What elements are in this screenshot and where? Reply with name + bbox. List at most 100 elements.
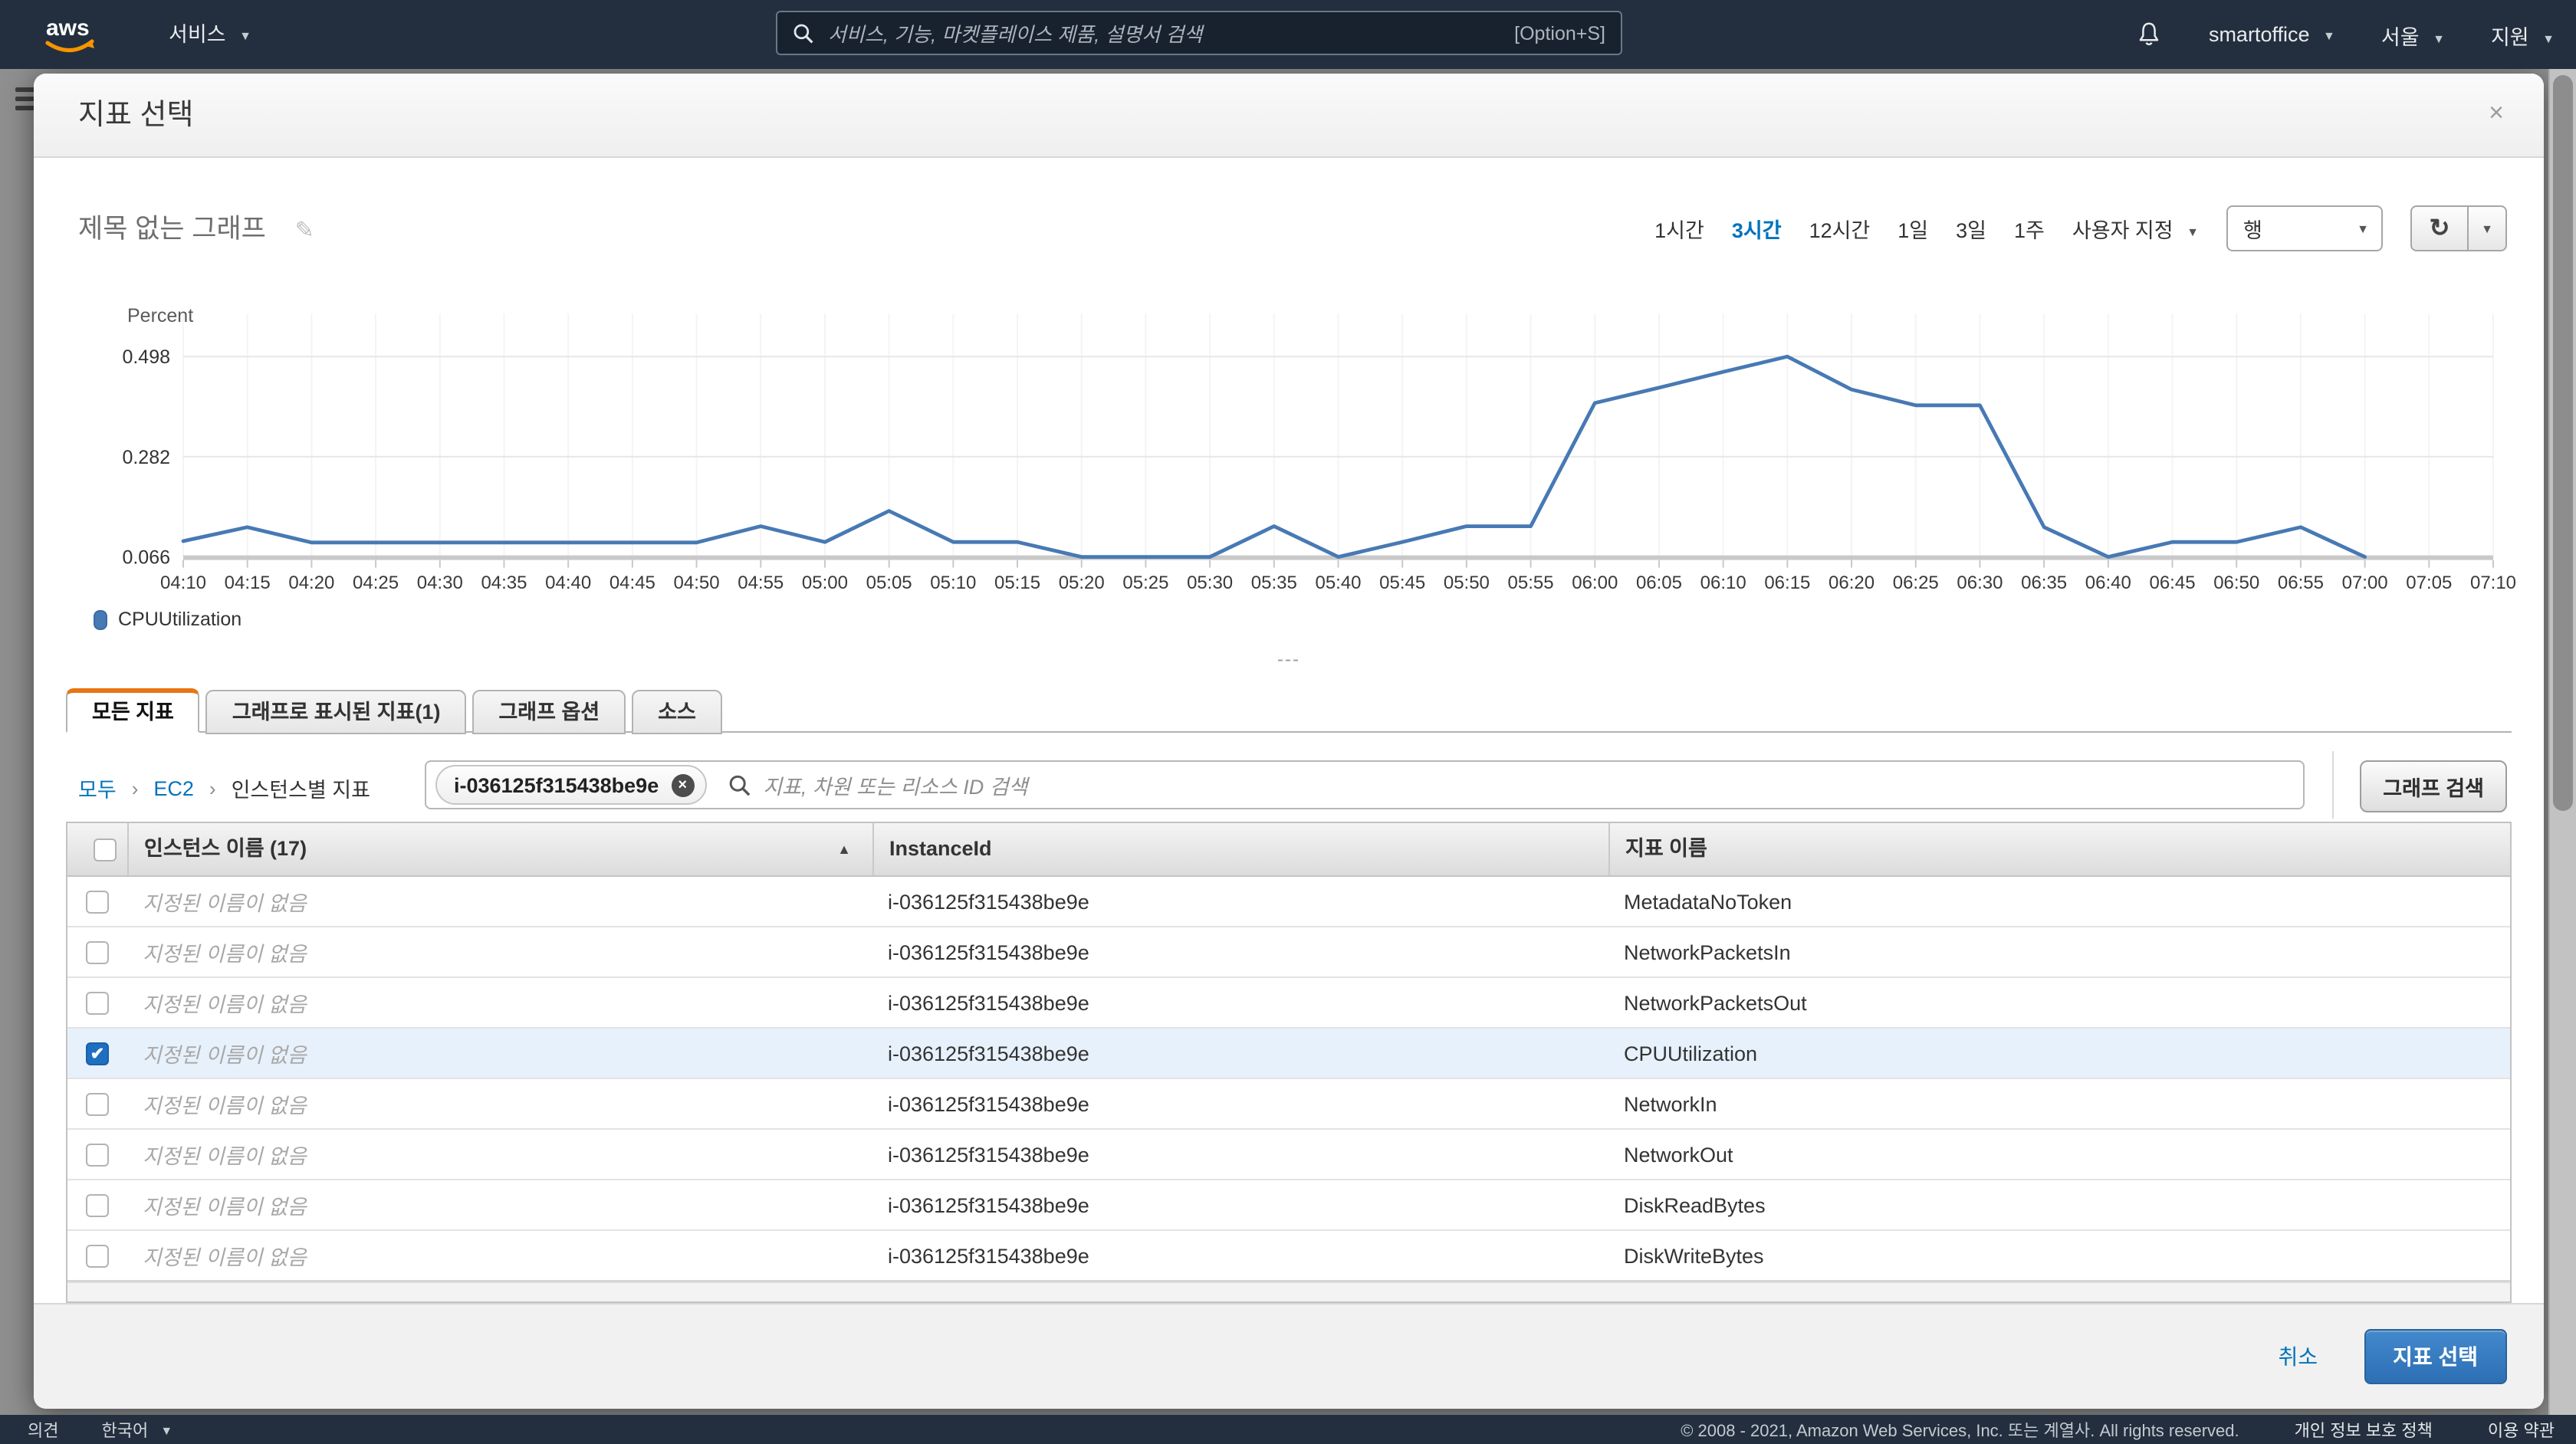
close-icon[interactable]: × [2489,98,2504,127]
time-range-1시간[interactable]: 1시간 [1654,219,1704,242]
chevron-down-icon: ▼ [2323,29,2335,43]
svg-text:0.498: 0.498 [122,346,170,368]
breadcrumb-separator: › [131,776,139,799]
svg-text:05:45: 05:45 [1379,573,1425,593]
svg-text:06:25: 06:25 [1893,573,1939,593]
edit-pencil-icon[interactable]: ✎ [294,218,314,244]
metric-search-input[interactable]: i-036125f315438be9e × 지표, 차원 또는 리소스 ID 검… [425,760,2305,809]
page-scrollbar[interactable] [2548,69,2576,1415]
modal-header: 지표 선택 × [34,74,2544,158]
time-range-3시간[interactable]: 3시간 [1731,219,1782,242]
svg-text:06:05: 06:05 [1636,573,1682,593]
table-row-NetworkPacketsIn[interactable]: 지정된 이름이 없음 i-036125f315438be9e NetworkPack… [67,927,2510,978]
scrollbar-thumb[interactable] [2553,75,2573,811]
privacy-link[interactable]: 개인 정보 보호 정책 [2294,1422,2433,1440]
services-menu[interactable]: 서비스 ▼ [169,0,251,69]
svg-text:06:35: 06:35 [2021,573,2067,593]
svg-text:06:50: 06:50 [2213,573,2259,593]
table-body: 지정된 이름이 없음 i-036125f315438be9e MetadataNoT… [67,877,2510,1282]
table-row-NetworkOut[interactable]: 지정된 이름이 없음 i-036125f315438be9e NetworkOut [67,1130,2510,1180]
cell-instance-id: i-036125f315438be9e [888,1092,1089,1115]
global-search-input[interactable]: 서비스, 기능, 마켓플레이스 제품, 설명서 검색 [Option+S] [776,11,1622,55]
svg-text:0.066: 0.066 [122,547,170,569]
hamburger-menu-icon[interactable] [15,87,38,115]
graph-style-select[interactable]: 행 ▼ [2226,205,2383,251]
table-row-CPUUtilization[interactable]: ✔ 지정된 이름이 없음 i-036125f315438be9e CPUUtiliza… [67,1029,2510,1079]
row-checkbox-cell: ✔ [67,1042,127,1065]
tab-1[interactable]: 그래프로 표시된 지표(1) [205,690,467,734]
svg-text:06:40: 06:40 [2085,573,2131,593]
tab-3[interactable]: 소스 [632,690,722,734]
support-label: 지원 [2490,25,2529,48]
legend-label: CPUUtilization [118,609,242,630]
resize-handle[interactable]: --- [1277,648,1300,670]
svg-text:04:55: 04:55 [738,573,784,593]
remove-tag-icon[interactable]: × [671,773,695,796]
svg-text:06:15: 06:15 [1764,573,1810,593]
row-checkbox[interactable] [86,991,109,1014]
tab-2[interactable]: 그래프 옵션 [472,690,626,734]
account-name: smartoffice [2208,23,2310,46]
table-row-DiskReadBytes[interactable]: 지정된 이름이 없음 i-036125f315438be9e DiskReadByt… [67,1180,2510,1231]
select-all-checkbox[interactable] [94,838,117,861]
feedback-link[interactable]: 의견 [28,1422,59,1440]
row-checkbox[interactable] [86,1244,109,1267]
cpu-utilization-line-chart[interactable]: 0.498 0.282 0.066 Percent 04:10 04:15 04:20 04:… [66,230,2519,613]
aws-logo[interactable]: aws [37,12,107,58]
time-range-1일[interactable]: 1일 [1898,219,1929,242]
select-metric-button[interactable]: 지표 선택 [2364,1329,2507,1384]
table-row-NetworkIn[interactable]: 지정된 이름이 없음 i-036125f315438be9e NetworkIn [67,1079,2510,1130]
svg-text:04:40: 04:40 [545,573,591,593]
account-menu[interactable]: smartoffice ▼ [2209,23,2335,46]
column-header-metric-name[interactable]: 지표 이름 [1608,823,2510,875]
row-checkbox-cell [67,1092,127,1115]
cell-metric-name: NetworkPacketsOut [1624,991,1807,1014]
table-bottom-scroll-track[interactable] [67,1282,2510,1301]
row-checkbox[interactable]: ✔ [86,1042,109,1065]
cell-instance-name: 지정된 이름이 없음 [143,1246,307,1269]
cancel-button[interactable]: 취소 [2278,1344,2318,1369]
terms-link[interactable]: 이용 약관 [2487,1422,2555,1440]
row-checkbox[interactable] [86,1193,109,1216]
cell-instance-name: 지정된 이름이 없음 [143,993,307,1016]
svg-text:04:30: 04:30 [417,573,463,593]
cell-metric-name: DiskWriteBytes [1624,1244,1764,1267]
custom-range-link[interactable]: 사용자 지정 ▼ [2072,213,2199,244]
time-range-3일[interactable]: 3일 [1956,219,1987,242]
time-range-12시간[interactable]: 12시간 [1809,219,1871,242]
column-header-instance-name[interactable]: 인스턴스 이름 (17) ▲ [127,823,872,875]
region-menu[interactable]: 서울 ▼ [2381,19,2445,50]
row-checkbox[interactable] [86,1092,109,1115]
svg-text:06:20: 06:20 [1829,573,1875,593]
svg-text:Percent: Percent [127,305,193,327]
modal-footer: 취소 지표 선택 [34,1303,2544,1409]
graph-search-button[interactable]: 그래프 검색 [2360,760,2507,812]
column-header-instance-id[interactable]: InstanceId [872,823,1608,875]
breadcrumb-ec2[interactable]: EC2 [153,776,194,799]
cell-instance-name: 지정된 이름이 없음 [143,943,307,966]
cell-instance-id: i-036125f315438be9e [888,991,1089,1014]
svg-text:06:10: 06:10 [1700,573,1746,593]
svg-text:05:15: 05:15 [994,573,1040,593]
row-checkbox[interactable] [86,1143,109,1166]
language-select[interactable]: 한국어 ▼ [102,1417,173,1442]
table-row-MetadataNoToken[interactable]: 지정된 이름이 없음 i-036125f315438be9e MetadataNoT… [67,877,2510,927]
table-row-NetworkPacketsOut[interactable]: 지정된 이름이 없음 i-036125f315438be9e NetworkPack… [67,978,2510,1029]
svg-text:05:50: 05:50 [1444,573,1490,593]
refresh-button[interactable]: ↻ [2410,205,2469,251]
cell-instance-name: 지정된 이름이 없음 [143,1145,307,1168]
row-checkbox-cell [67,890,127,913]
breadcrumb-all[interactable]: 모두 [78,779,117,802]
row-checkbox[interactable] [86,940,109,963]
svg-text:04:20: 04:20 [288,573,334,593]
modal-title: 지표 선택 [78,100,194,132]
support-menu[interactable]: 지원 ▼ [2491,19,2555,50]
table-row-DiskWriteBytes[interactable]: 지정된 이름이 없음 i-036125f315438be9e DiskWriteBy… [67,1231,2510,1282]
graph-style-value: 행 [2243,219,2262,242]
chart-legend[interactable]: CPUUtilization [94,609,242,630]
row-checkbox[interactable] [86,890,109,913]
time-range-1주[interactable]: 1주 [2014,219,2045,242]
tab-0[interactable]: 모든 지표 [66,688,200,733]
refresh-options-button[interactable]: ▼ [2469,205,2507,251]
notifications-bell-icon[interactable] [2137,21,2163,48]
